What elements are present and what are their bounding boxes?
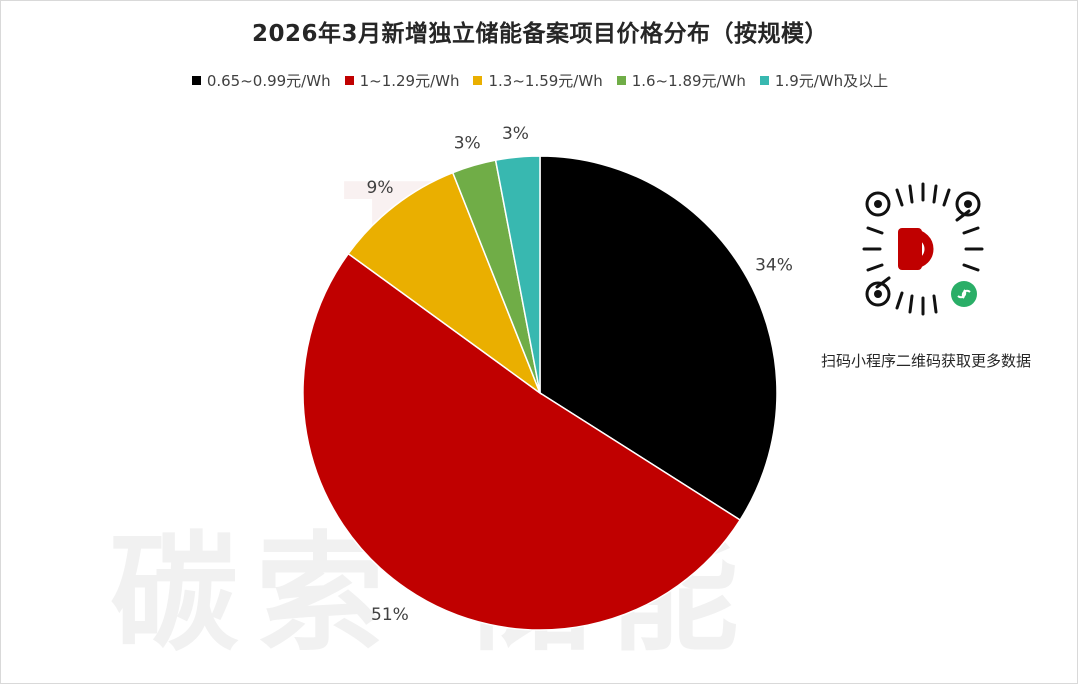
slice-data-label: 34%: [755, 255, 793, 275]
legend-item: 1.9元/Wh及以上: [759, 70, 889, 91]
legend-swatch: [191, 76, 201, 85]
legend-swatch: [473, 76, 483, 85]
pie-slice: [302, 252, 742, 631]
legend-item: 1.6~1.89元/Wh: [616, 70, 746, 91]
slice-data-label: 3%: [454, 133, 481, 153]
legend-swatch: [759, 76, 769, 85]
legend-swatch: [616, 76, 626, 85]
slice-data-label: 9%: [367, 178, 394, 198]
legend-swatch: [344, 76, 354, 85]
pie-slice: [494, 155, 541, 394]
qr-code-icon[interactable]: [852, 178, 994, 320]
legend-item: 1~1.29元/Wh: [344, 70, 460, 91]
slice-data-label: 51%: [371, 605, 409, 625]
slice-data-label: 3%: [502, 124, 529, 144]
legend-label: 1.6~1.89元/Wh: [631, 72, 746, 90]
pie-slice: [347, 171, 542, 396]
legend-label: 0.65~0.99元/Wh: [206, 72, 331, 90]
qr-caption: 扫码小程序二维码获取更多数据: [820, 352, 1031, 370]
legend-item: 0.65~0.99元/Wh: [191, 70, 331, 91]
chart-title: 2026年3月新增独立储能备案项目价格分布（按规模）: [251, 21, 829, 47]
legend-label: 1~1.29元/Wh: [359, 72, 460, 90]
chart-legend: 0.65~0.99元/Wh 1~1.29元/Wh 1.3~1.59元/Wh 1.…: [0, 70, 1080, 91]
legend-item: 1.3~1.59元/Wh: [473, 70, 603, 91]
legend-label: 1.9元/Wh及以上: [774, 72, 889, 90]
pie-slice: [539, 155, 778, 522]
legend-label: 1.3~1.59元/Wh: [488, 72, 603, 90]
